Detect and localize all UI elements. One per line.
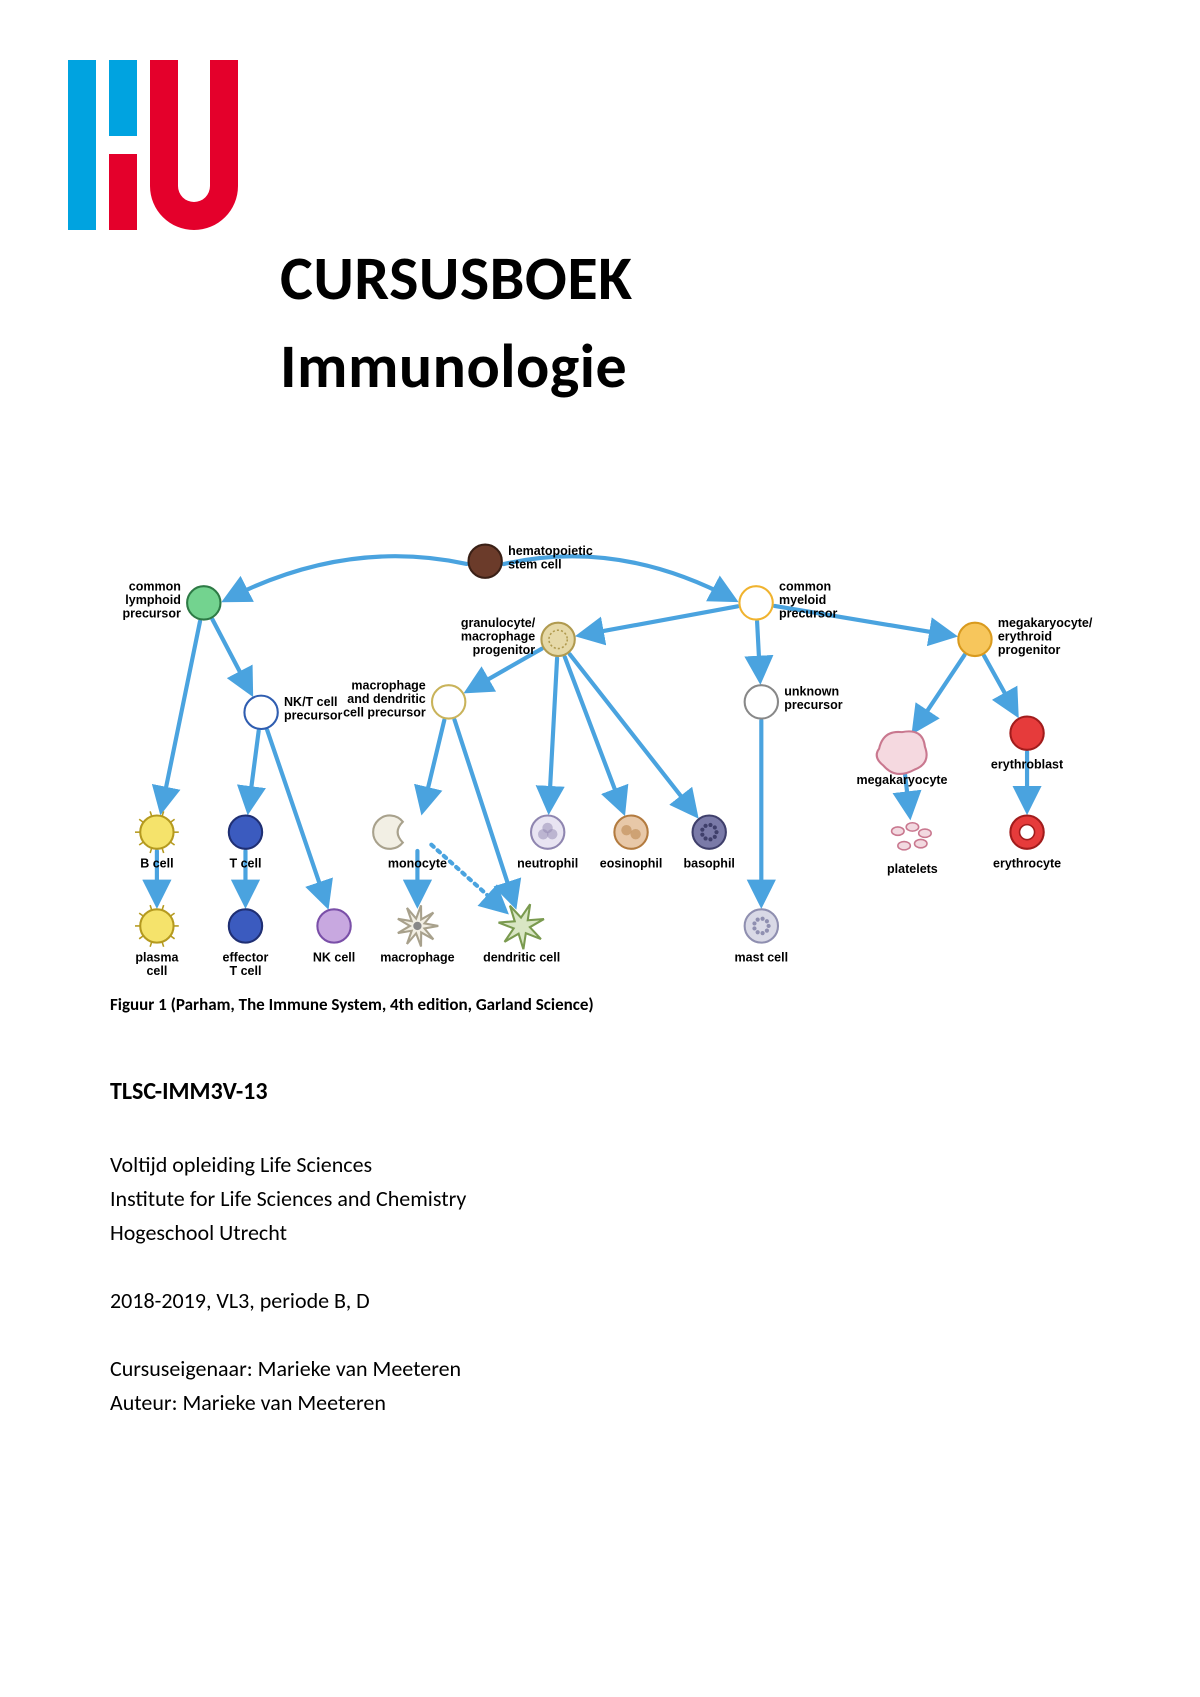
svg-text:effectorT cell: effectorT cell bbox=[223, 950, 269, 978]
title-line1: CURSUSBOEK bbox=[280, 240, 1090, 316]
svg-text:dendritic cell: dendritic cell bbox=[483, 950, 560, 964]
course-code: TLSC-IMM3V-13 bbox=[110, 1077, 1090, 1106]
title-block: CURSUSBOEK Immunologie bbox=[280, 240, 1090, 404]
svg-text:mast cell: mast cell bbox=[735, 950, 789, 964]
line-institute: Institute for Life Sciences and Chemistr… bbox=[110, 1182, 1090, 1216]
svg-text:megakaryocyte: megakaryocyte bbox=[856, 773, 947, 787]
svg-text:T cell: T cell bbox=[229, 857, 261, 871]
svg-text:B cell: B cell bbox=[140, 857, 173, 871]
svg-text:eosinophil: eosinophil bbox=[600, 857, 663, 871]
hu-logo bbox=[68, 60, 268, 240]
figure-caption: Figuur 1 (Parham, The Immune System, 4th… bbox=[110, 994, 1100, 1015]
svg-text:granulocyte/macrophageprogenit: granulocyte/macrophageprogenitor bbox=[461, 616, 536, 657]
svg-text:erythrocyte: erythrocyte bbox=[993, 857, 1061, 871]
svg-text:NK cell: NK cell bbox=[313, 950, 355, 964]
line-school: Hogeschool Utrecht bbox=[110, 1216, 1090, 1250]
svg-text:megakaryocyte/erythroidprogeni: megakaryocyte/erythroidprogenitor bbox=[998, 616, 1093, 657]
svg-text:neutrophil: neutrophil bbox=[517, 857, 578, 871]
line-author: Auteur: Marieke van Meeteren bbox=[110, 1386, 1090, 1420]
svg-text:commonlymphoidprecursor: commonlymphoidprecursor bbox=[123, 579, 181, 620]
svg-text:commonmyeloidprecursor: commonmyeloidprecursor bbox=[779, 579, 837, 620]
hematopoiesis-diagram: hematopoieticstem cell commonlymphoidprec… bbox=[110, 524, 1100, 1015]
svg-text:macrophageand dendriticcell pr: macrophageand dendriticcell precursor bbox=[343, 678, 426, 719]
svg-text:unknownprecursor: unknownprecursor bbox=[784, 685, 842, 713]
svg-text:monocyte: monocyte bbox=[388, 857, 447, 871]
line-period: 2018-2019, VL3, periode B, D bbox=[110, 1284, 1090, 1318]
svg-text:macrophage: macrophage bbox=[380, 950, 454, 964]
title-line2: Immunologie bbox=[280, 328, 1090, 404]
svg-text:erythroblast: erythroblast bbox=[991, 758, 1064, 772]
line-owner: Cursuseigenaar: Marieke van Meeteren bbox=[110, 1352, 1090, 1386]
svg-text:plasmacell: plasmacell bbox=[135, 950, 179, 978]
svg-text:NK/T cellprecursor: NK/T cellprecursor bbox=[284, 695, 342, 723]
svg-text:platelets: platelets bbox=[887, 862, 938, 876]
line-program: Voltijd opleiding Life Sciences bbox=[110, 1148, 1090, 1182]
course-info: Voltijd opleiding Life Sciences Institut… bbox=[110, 1148, 1090, 1421]
svg-text:basophil: basophil bbox=[684, 857, 735, 871]
svg-text:hematopoieticstem cell: hematopoieticstem cell bbox=[508, 544, 593, 572]
